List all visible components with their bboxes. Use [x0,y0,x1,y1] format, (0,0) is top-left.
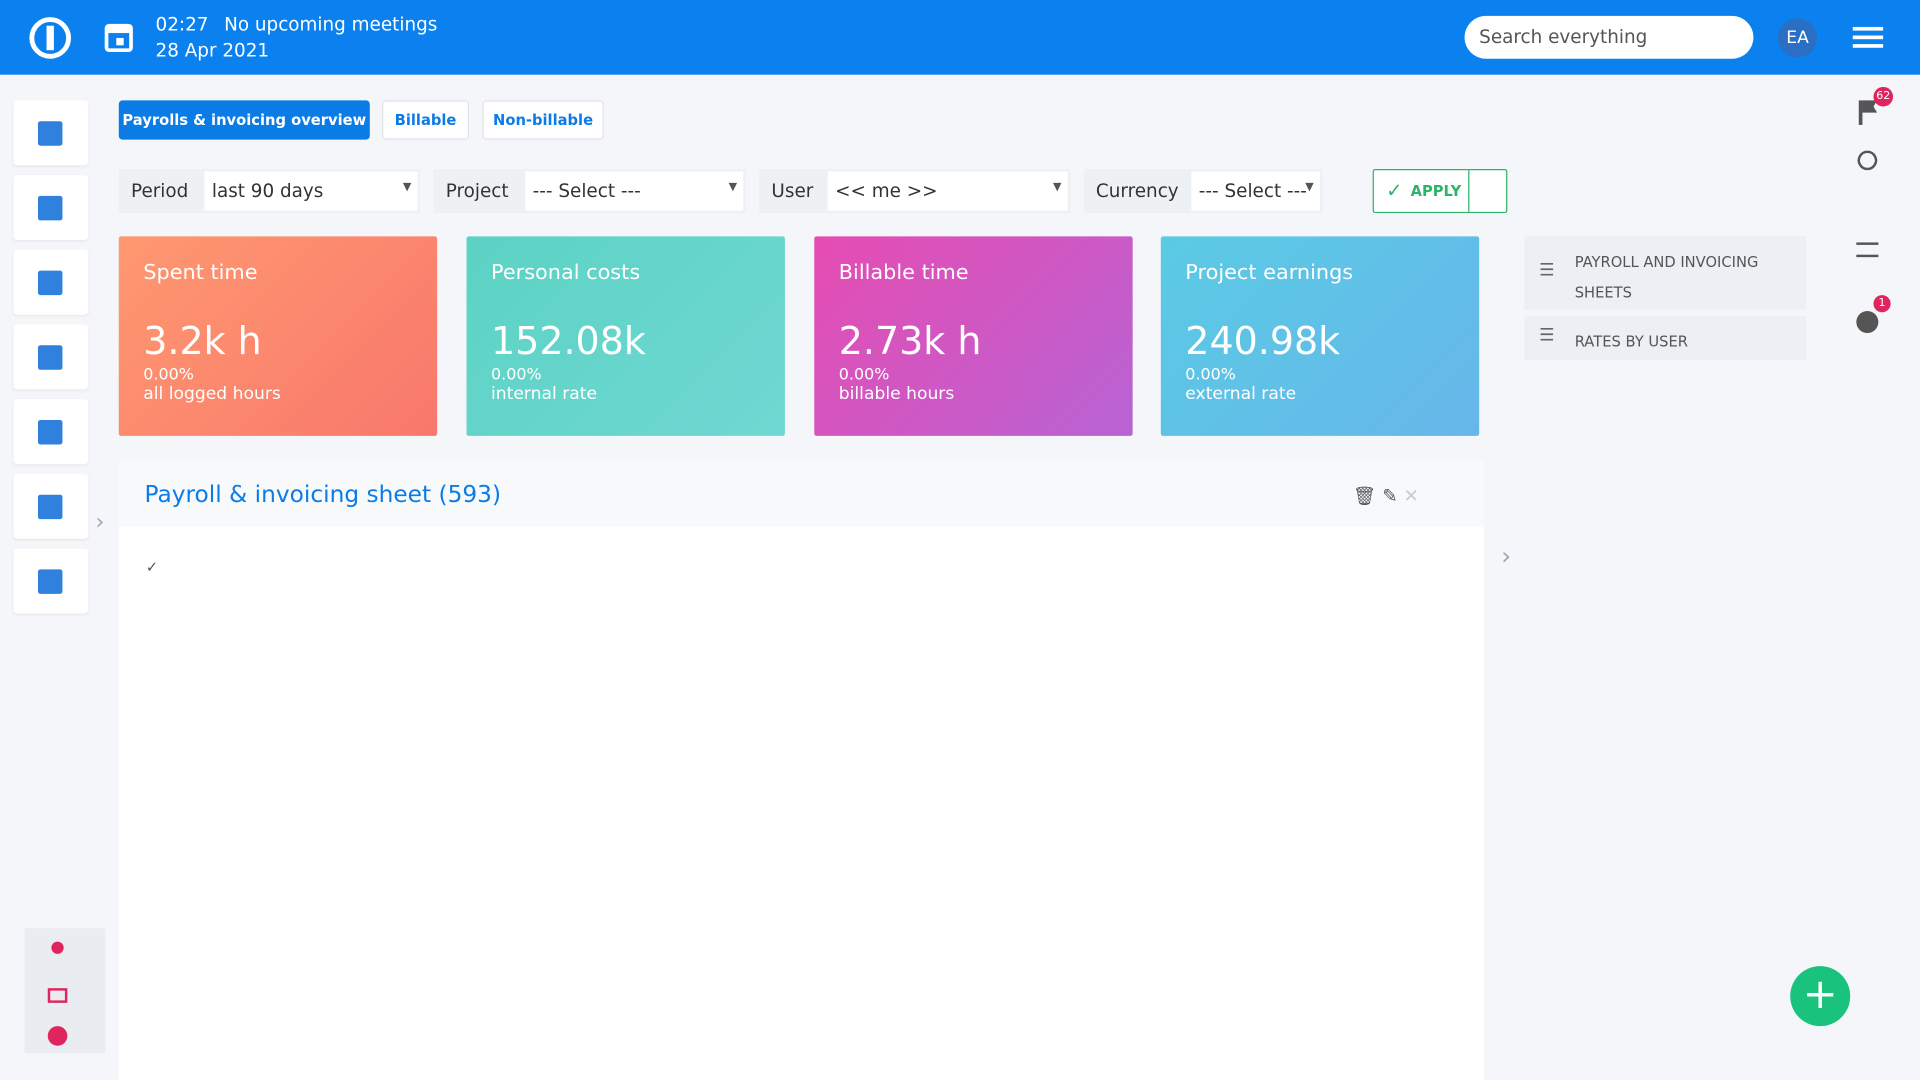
side-link[interactable]: ☰ RATES BY USER [1524,315,1807,361]
nav-icon [37,569,63,594]
calendar-icon[interactable] [104,21,133,53]
tool-icons[interactable] [24,928,105,1053]
filter-select[interactable]: << me >> [827,171,1068,211]
nav-icon [37,121,63,146]
nav-tile[interactable] [13,175,89,241]
filter-select[interactable]: --- Select --- [525,171,744,211]
nav-icon [37,270,63,296]
rail-icons[interactable] [1851,96,1888,341]
filter-select[interactable]: last 90 days [204,171,418,211]
dropdown-caret: ▼ [728,181,738,194]
avatar[interactable]: EA [1777,18,1818,58]
card-note: external rate [1185,384,1297,405]
apply-label: APPLY [1410,182,1462,200]
nav-tile[interactable] [13,548,89,614]
card-note: billable hours [838,384,955,405]
add-button[interactable]: + [1790,966,1851,1027]
dropdown-caret: ▼ [1053,181,1062,194]
nav-icon [37,195,63,221]
card-value: 2.73k h [838,319,982,364]
logo[interactable] [28,16,72,60]
search[interactable]: Search everything [1464,15,1754,59]
side-link-label: PAYROLL AND INVOICING SHEETS [1574,253,1759,302]
sheet-panel: Payroll & invoicing sheet (593) 🗑 ✎ ✕ ✓ [118,460,1485,1080]
expand-arrow[interactable]: › [1501,541,1512,571]
card-title: Personal costs [491,260,641,286]
card-title: Project earnings [1185,260,1354,286]
select-all[interactable]: ✓ [145,558,159,576]
nav-tile[interactable] [13,324,89,390]
nav-tile[interactable] [13,399,89,465]
card-change: 0.00% [143,366,194,385]
card-note: all logged hours [143,384,281,405]
card-change: 0.00% [491,366,542,385]
divider [1468,170,1470,212]
side-link[interactable]: ☰ PAYROLL AND INVOICING SHEETS [1524,236,1807,310]
card-value: 240.98k [1185,319,1341,364]
nav-icon [37,345,63,370]
card-title: Spent time [143,260,258,286]
kpi-card[interactable]: Personal costs 152.08k 0.00% internal rate [466,236,785,436]
list-icon: ☰ [1539,260,1555,281]
flag-badge: 62 [1873,86,1894,107]
bottom-tools [24,928,106,1054]
card-value: 152.08k [491,319,646,364]
right-rail: 62 1 [1851,86,1894,353]
collapse-arrow[interactable]: › [95,509,105,536]
dropdown-caret: ▼ [1305,181,1314,194]
timer-badge: 1 [1873,295,1891,313]
tab[interactable]: Billable [382,100,469,140]
kpi-card[interactable]: Billable time 2.73k h 0.00% billable hours [814,236,1133,436]
card-value: 3.2k h [143,319,262,364]
top-bar: 02:27 No upcoming meetings 28 Apr 2021 S… [0,0,1920,75]
card-title: Billable time [838,260,969,286]
tab[interactable]: Non-billable [482,100,604,140]
nav-tile[interactable] [13,473,89,539]
nav-tile[interactable] [13,249,89,315]
menu-icon[interactable] [1852,26,1884,50]
apply-button[interactable]: APPLY ✓ [1372,168,1508,214]
nav-tile[interactable] [13,100,89,166]
side-link-label: RATES BY USER [1574,333,1688,351]
sheet-actions[interactable]: 🗑 ✎ ✕ [1353,484,1419,507]
dropdown-caret: ▼ [402,181,412,194]
kpi-card[interactable]: Spent time 3.2k h 0.00% all logged hours [118,236,438,436]
sheet-title: Payroll & invoicing sheet (593) [144,481,502,509]
card-change: 0.00% [838,366,890,385]
check-icon: ✓ [1386,178,1403,203]
nav-icon [37,420,63,445]
filter-select[interactable]: --- Select --- [1191,171,1321,211]
sheet-header [118,460,1485,527]
tab[interactable]: Payrolls & invoicing overview [118,100,370,140]
card-note: internal rate [491,384,598,405]
meetings[interactable]: No upcoming meetings [224,13,438,36]
kpi-card[interactable]: Project earnings 240.98k 0.00% external rat… [1160,236,1480,436]
list-icon: ☰ [1539,325,1555,346]
date: 28 Apr 2021 [155,39,270,62]
card-change: 0.00% [1185,366,1236,385]
clock: 02:27 [155,13,209,36]
nav-icon [37,494,63,520]
